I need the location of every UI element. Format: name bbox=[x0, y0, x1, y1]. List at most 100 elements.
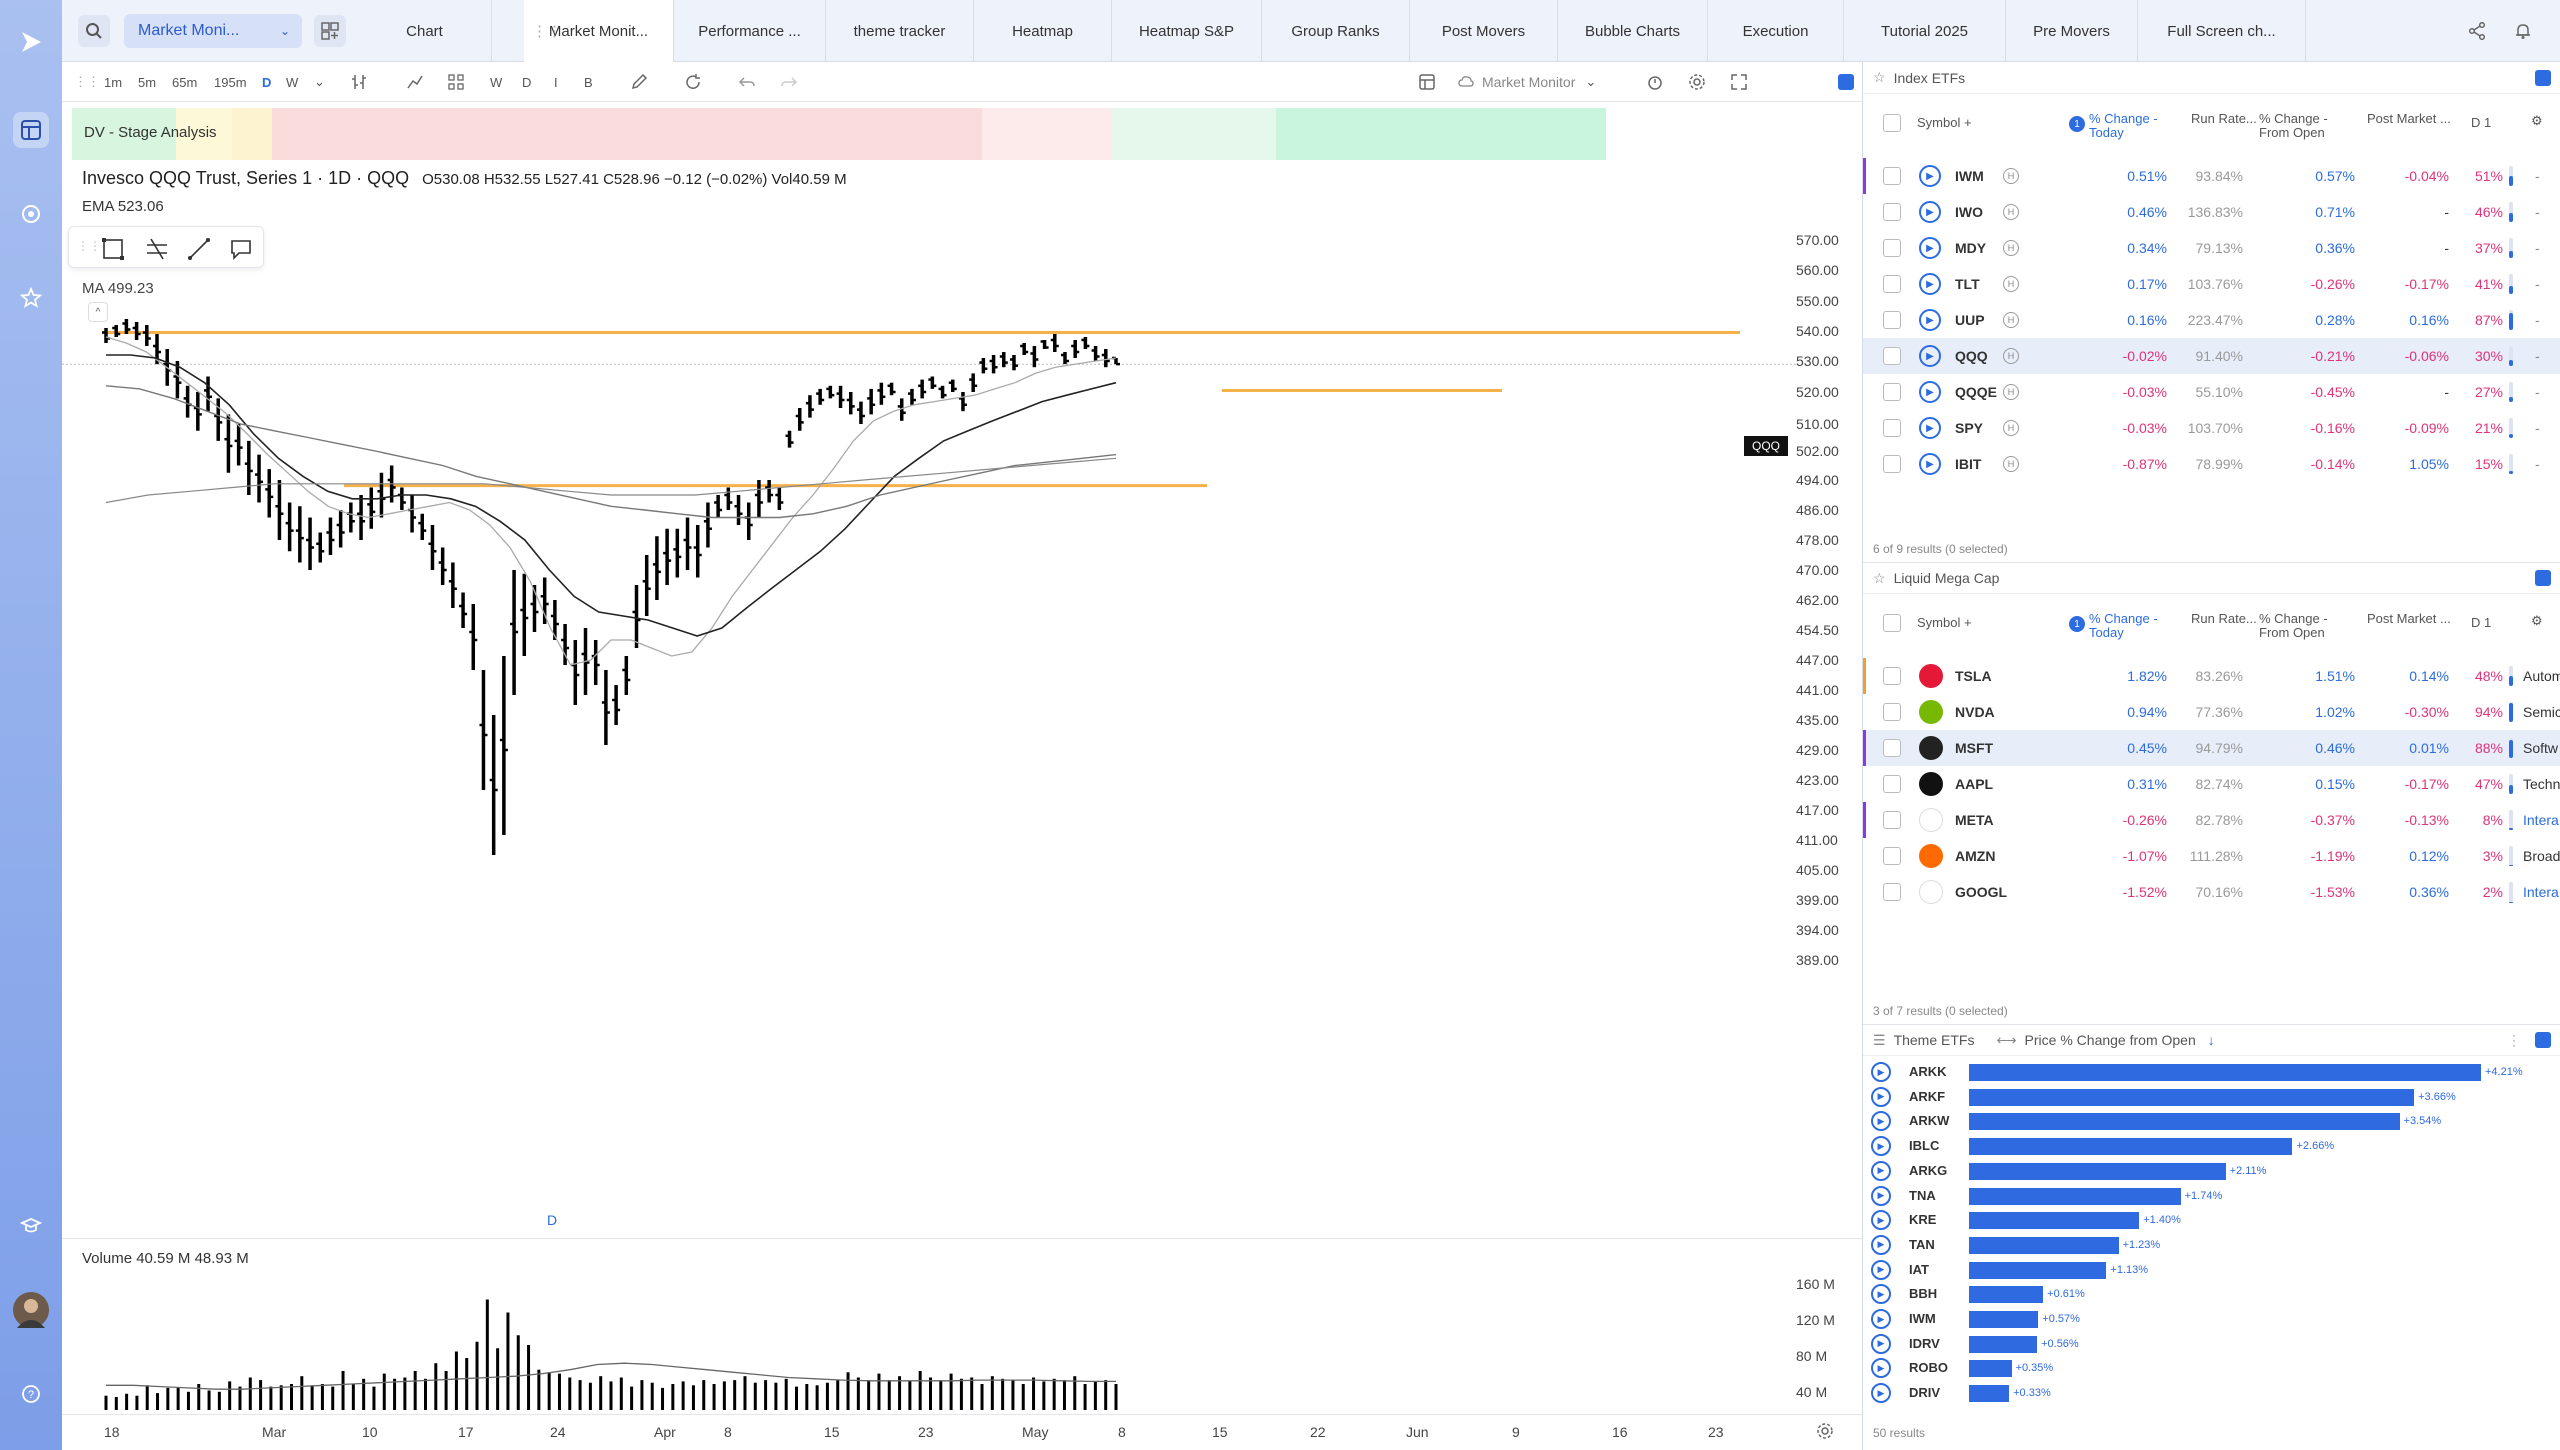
symbol-cell[interactable]: UUP bbox=[1955, 312, 1985, 328]
checkbox-cell[interactable] bbox=[1883, 194, 1907, 230]
theme-bar[interactable] bbox=[1969, 1113, 2400, 1131]
checkbox-cell[interactable] bbox=[1883, 230, 1907, 266]
play-icon[interactable]: ▶ bbox=[1919, 165, 1941, 187]
checkbox-cell[interactable] bbox=[1883, 302, 1907, 338]
play-icon[interactable]: ▶ bbox=[1871, 1185, 1891, 1206]
theme-bar[interactable] bbox=[1969, 1261, 2107, 1279]
checkbox-cell[interactable] bbox=[1883, 658, 1907, 694]
checkbox-cell[interactable] bbox=[1883, 266, 1907, 302]
play-icon[interactable]: ▶ bbox=[1871, 1333, 1891, 1354]
select-all-checkbox[interactable] bbox=[1883, 114, 1901, 132]
checkbox-cell[interactable] bbox=[1883, 338, 1907, 374]
pencil-icon[interactable] bbox=[630, 62, 648, 102]
checkbox-cell[interactable] bbox=[1883, 838, 1907, 874]
interval-65m[interactable]: 65m bbox=[172, 74, 198, 90]
list-item[interactable]: ▶ ARKW +3.54% bbox=[1863, 1109, 2560, 1134]
play-cell[interactable]: ▶ bbox=[1919, 230, 1949, 266]
column-change-today[interactable]: % Change - Today bbox=[2089, 611, 2158, 640]
interval-5m[interactable]: 5m bbox=[138, 74, 157, 90]
star-icon[interactable]: ☆ bbox=[1873, 69, 1886, 85]
undo-icon[interactable] bbox=[738, 62, 756, 102]
history-cell[interactable]: H bbox=[2003, 230, 2027, 266]
play-icon[interactable]: ▶ bbox=[1919, 345, 1941, 367]
history-cell[interactable]: H bbox=[2003, 158, 2027, 194]
theme-bar[interactable] bbox=[1969, 1187, 2181, 1205]
history-icon[interactable]: H bbox=[2003, 204, 2019, 220]
checkbox-cell[interactable] bbox=[1883, 374, 1907, 410]
play-icon[interactable]: ▶ bbox=[1871, 1358, 1891, 1379]
list-item[interactable]: ▶ IDRV +0.56% bbox=[1863, 1332, 2560, 1357]
chevron-down-icon[interactable]: ⌄ bbox=[314, 74, 325, 89]
theme-bar[interactable] bbox=[1969, 1360, 2012, 1378]
symbol-cell[interactable]: NVDA bbox=[1955, 704, 1995, 720]
play-icon[interactable]: ▶ bbox=[1919, 273, 1941, 295]
table-row[interactable]: ▶ MDY H 0.34% 79.13% 0.36% - 37% - bbox=[1863, 230, 2560, 266]
comment-tool-icon[interactable] bbox=[229, 237, 253, 266]
rectangle-tool-icon[interactable] bbox=[101, 237, 125, 266]
symbol-cell[interactable]: QQQ bbox=[1955, 348, 1988, 364]
play-icon[interactable]: ▶ bbox=[1871, 1086, 1891, 1107]
row-checkbox[interactable] bbox=[1883, 203, 1901, 221]
column-symbol[interactable]: Symbol + bbox=[1917, 615, 1972, 630]
play-icon[interactable]: ▶ bbox=[1871, 1111, 1891, 1132]
list-item[interactable]: ▶ BBH +0.61% bbox=[1863, 1282, 2560, 1307]
play-cell[interactable]: ▶ bbox=[1919, 338, 1949, 374]
history-icon[interactable]: H bbox=[2003, 168, 2019, 184]
theme-bar[interactable] bbox=[1969, 1212, 2140, 1230]
help-icon[interactable]: ? bbox=[13, 1376, 49, 1412]
tab-market-monitor[interactable]: ⋮⋮ Market Monit... bbox=[524, 0, 674, 62]
theme-bar[interactable] bbox=[1969, 1385, 2010, 1403]
bar-type-icon[interactable] bbox=[350, 62, 368, 102]
column-run-rate[interactable]: Run Rate... bbox=[2191, 111, 2257, 126]
sort-desc-icon[interactable]: ↓ bbox=[2207, 1032, 2215, 1048]
tab-theme-tracker[interactable]: theme tracker bbox=[826, 0, 974, 62]
play-icon[interactable]: ▶ bbox=[1871, 1062, 1891, 1082]
panel-link-icon[interactable] bbox=[2535, 570, 2551, 586]
play-icon[interactable]: ▶ bbox=[1919, 417, 1941, 439]
theme-bar[interactable] bbox=[1969, 1286, 2044, 1304]
play-cell[interactable]: ▶ bbox=[1919, 158, 1949, 194]
checkbox-cell[interactable] bbox=[1883, 410, 1907, 446]
list-item[interactable]: ▶ ARKK +4.21% bbox=[1863, 1060, 2560, 1085]
price-chart[interactable] bbox=[62, 222, 1862, 1292]
panel-layout-icon[interactable] bbox=[1418, 62, 1436, 102]
theme-bar[interactable] bbox=[1969, 1138, 2293, 1156]
select-all-checkbox[interactable] bbox=[1883, 614, 1901, 632]
list-item[interactable]: ▶ ARKF +3.66% bbox=[1863, 1085, 2560, 1110]
sort-icon[interactable]: ⟷ bbox=[1996, 1031, 2017, 1048]
row-checkbox[interactable] bbox=[1883, 311, 1901, 329]
checkbox-cell[interactable] bbox=[1883, 874, 1907, 910]
row-checkbox[interactable] bbox=[1883, 455, 1901, 473]
interval-w[interactable]: W bbox=[286, 74, 299, 90]
symbol-cell[interactable]: TLT bbox=[1955, 276, 1980, 292]
gear-icon[interactable] bbox=[1816, 1422, 1834, 1445]
row-checkbox[interactable] bbox=[1883, 239, 1901, 257]
redo-icon[interactable] bbox=[780, 62, 798, 102]
theme-bar[interactable] bbox=[1969, 1064, 2481, 1081]
row-checkbox[interactable] bbox=[1883, 383, 1901, 401]
interval-d[interactable]: D bbox=[262, 74, 272, 90]
row-checkbox[interactable] bbox=[1883, 419, 1901, 437]
share-icon[interactable] bbox=[2464, 18, 2490, 44]
panel-link-icon[interactable] bbox=[2535, 69, 2551, 86]
play-cell[interactable]: ▶ bbox=[1919, 302, 1949, 338]
tab-heatmap[interactable]: Heatmap bbox=[974, 0, 1112, 62]
theme-bar[interactable] bbox=[1969, 1236, 2119, 1254]
list-item[interactable]: ▶ TNA +1.74% bbox=[1863, 1184, 2560, 1209]
column-change-from-open[interactable]: % Change - From Open bbox=[2259, 111, 2328, 140]
symbol-cell[interactable]: IWM bbox=[1955, 168, 1984, 184]
app-logo-icon[interactable] bbox=[13, 24, 49, 60]
symbol-cell[interactable]: TSLA bbox=[1955, 668, 1992, 684]
play-cell[interactable]: ▶ bbox=[1919, 410, 1949, 446]
history-icon[interactable]: H bbox=[2003, 456, 2019, 472]
column-d[interactable]: D 1 bbox=[2471, 115, 2492, 130]
interval-195m[interactable]: 195m bbox=[214, 74, 247, 90]
play-icon[interactable]: ▶ bbox=[1919, 201, 1941, 223]
search-icon[interactable] bbox=[78, 15, 110, 47]
widgets-icon[interactable] bbox=[314, 15, 346, 47]
row-checkbox[interactable] bbox=[1883, 775, 1901, 793]
history-icon[interactable]: H bbox=[2003, 240, 2019, 256]
interval-1m[interactable]: 1m bbox=[104, 74, 123, 90]
column-symbol[interactable]: Symbol + bbox=[1917, 115, 1972, 130]
column-change-today[interactable]: % Change - Today bbox=[2089, 111, 2158, 140]
